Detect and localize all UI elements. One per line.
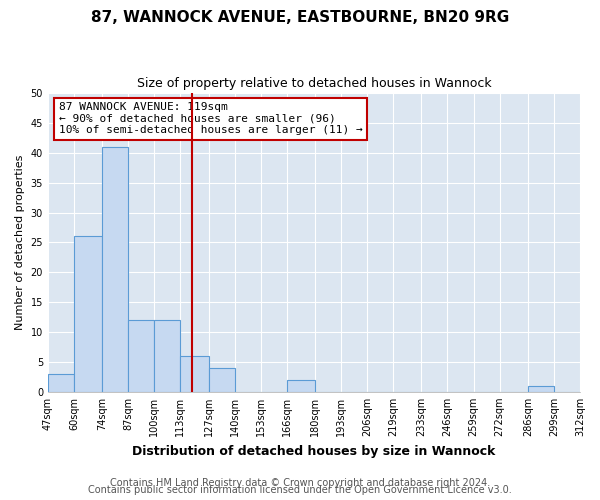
Text: Contains HM Land Registry data © Crown copyright and database right 2024.: Contains HM Land Registry data © Crown c… (110, 478, 490, 488)
Text: 87 WANNOCK AVENUE: 119sqm
← 90% of detached houses are smaller (96)
10% of semi-: 87 WANNOCK AVENUE: 119sqm ← 90% of detac… (59, 102, 362, 135)
Bar (528, 386, 554, 392)
Title: Size of property relative to detached houses in Wannock: Size of property relative to detached ho… (137, 78, 491, 90)
Bar (102, 147, 128, 392)
Bar (48, 374, 74, 392)
Bar (287, 380, 315, 392)
Bar (154, 320, 181, 392)
Y-axis label: Number of detached properties: Number of detached properties (15, 154, 25, 330)
Text: 87, WANNOCK AVENUE, EASTBOURNE, BN20 9RG: 87, WANNOCK AVENUE, EASTBOURNE, BN20 9RG (91, 10, 509, 25)
Bar (74, 236, 102, 392)
X-axis label: Distribution of detached houses by size in Wannock: Distribution of detached houses by size … (132, 444, 496, 458)
Text: Contains public sector information licensed under the Open Government Licence v3: Contains public sector information licen… (88, 485, 512, 495)
Bar (209, 368, 235, 392)
Bar (181, 356, 209, 392)
Bar (128, 320, 154, 392)
